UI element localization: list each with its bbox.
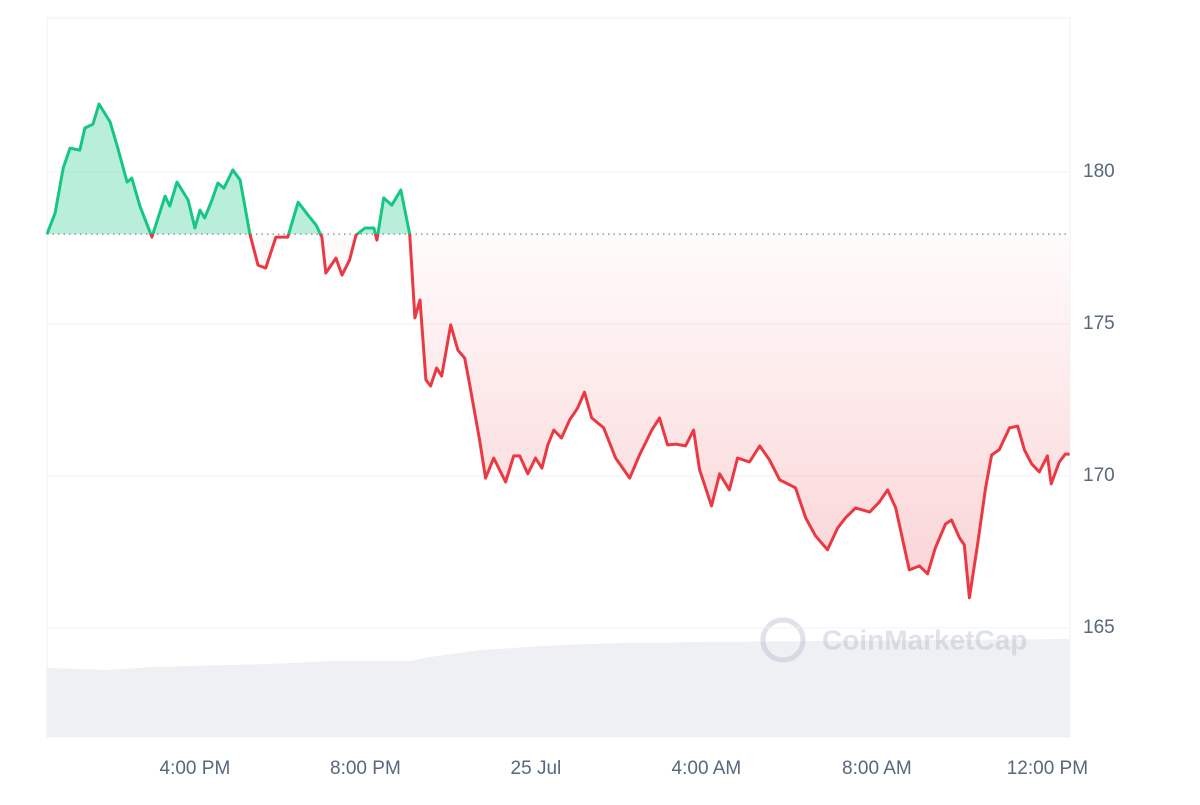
y-tick-label: 165 — [1083, 617, 1115, 638]
x-tick-label: 4:00 PM — [160, 758, 231, 779]
area-fill — [47, 104, 1070, 598]
y-tick-label: 180 — [1083, 161, 1115, 182]
volume-area — [47, 639, 1070, 737]
price-line — [45, 102, 1070, 600]
watermark: CoinMarketCap — [760, 617, 1027, 663]
x-tick-label: 8:00 AM — [842, 758, 912, 779]
x-tick-label: 12:00 PM — [1007, 758, 1088, 779]
watermark-text: CoinMarketCap — [822, 624, 1027, 655]
y-tick-label: 175 — [1083, 313, 1115, 334]
x-tick-label: 8:00 PM — [330, 758, 401, 779]
x-tick-label: 25 Jul — [511, 758, 562, 779]
x-tick-label: 4:00 AM — [672, 758, 742, 779]
y-tick-label: 170 — [1083, 465, 1115, 486]
